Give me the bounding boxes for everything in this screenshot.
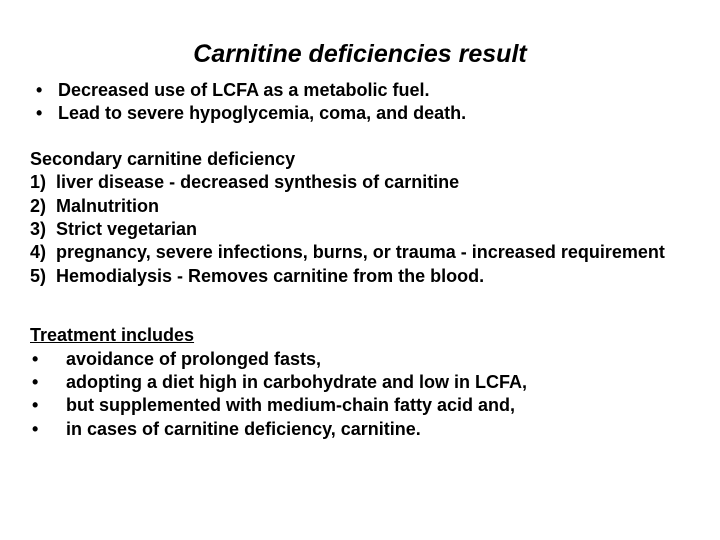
- secondary-item-text: pregnancy, severe infections, burns, or …: [56, 241, 690, 264]
- treatment-item-text: but supplemented with medium-chain fatty…: [66, 394, 690, 417]
- secondary-item: 5) Hemodialysis - Removes carnitine from…: [30, 265, 690, 288]
- bullet-icon: •: [30, 394, 66, 417]
- secondary-item: 2) Malnutrition: [30, 195, 690, 218]
- intro-bullet: • Decreased use of LCFA as a metabolic f…: [30, 79, 690, 102]
- secondary-item-number: 2): [30, 195, 56, 218]
- intro-bullet: • Lead to severe hypoglycemia, coma, and…: [30, 102, 690, 125]
- bullet-icon: •: [30, 348, 66, 371]
- secondary-item-text: Strict vegetarian: [56, 218, 690, 241]
- treatment-item-text: avoidance of prolonged fasts,: [66, 348, 690, 371]
- secondary-item-text: liver disease - decreased synthesis of c…: [56, 171, 690, 194]
- secondary-heading: Secondary carnitine deficiency: [30, 148, 690, 171]
- treatment-item: • in cases of carnitine deficiency, carn…: [30, 418, 690, 441]
- secondary-item-number: 1): [30, 171, 56, 194]
- secondary-list: 1) liver disease - decreased synthesis o…: [30, 171, 690, 288]
- secondary-item-text: Malnutrition: [56, 195, 690, 218]
- secondary-item: 4) pregnancy, severe infections, burns, …: [30, 241, 690, 264]
- treatment-item: • avoidance of prolonged fasts,: [30, 348, 690, 371]
- secondary-item: 1) liver disease - decreased synthesis o…: [30, 171, 690, 194]
- bullet-icon: •: [30, 371, 66, 394]
- treatment-item: • but supplemented with medium-chain fat…: [30, 394, 690, 417]
- bullet-icon: •: [30, 79, 58, 102]
- bullet-icon: •: [30, 102, 58, 125]
- intro-bullets: • Decreased use of LCFA as a metabolic f…: [30, 79, 690, 126]
- treatment-heading: Treatment includes: [30, 324, 690, 347]
- treatment-item: • adopting a diet high in carbohydrate a…: [30, 371, 690, 394]
- slide-title: Carnitine deficiencies result: [30, 40, 690, 69]
- secondary-item-number: 3): [30, 218, 56, 241]
- bullet-icon: •: [30, 418, 66, 441]
- secondary-item: 3) Strict vegetarian: [30, 218, 690, 241]
- secondary-item-number: 5): [30, 265, 56, 288]
- intro-bullet-text: Decreased use of LCFA as a metabolic fue…: [58, 79, 690, 102]
- secondary-item-text: Hemodialysis - Removes carnitine from th…: [56, 265, 690, 288]
- secondary-item-number: 4): [30, 241, 56, 264]
- treatment-item-text: in cases of carnitine deficiency, carnit…: [66, 418, 690, 441]
- treatment-item-text: adopting a diet high in carbohydrate and…: [66, 371, 690, 394]
- treatment-list: • avoidance of prolonged fasts, • adopti…: [30, 348, 690, 442]
- intro-bullet-text: Lead to severe hypoglycemia, coma, and d…: [58, 102, 690, 125]
